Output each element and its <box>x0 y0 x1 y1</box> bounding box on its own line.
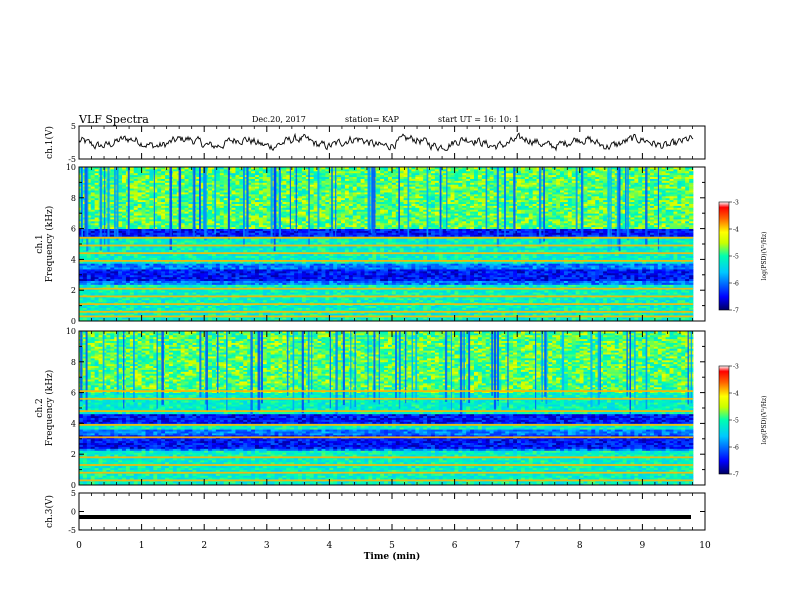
colorbar-tick-label: -7 <box>733 308 739 315</box>
ch1-spectrogram-colorbar <box>718 201 730 311</box>
colorbar-tick-label: -5 <box>733 418 739 425</box>
ch3-waveform-ylabel: ch.3(V) <box>44 495 55 528</box>
colorbar-tick-label: -4 <box>733 391 739 398</box>
colorbar-tick-label: -6 <box>733 281 739 288</box>
colorbar-tick-label: -3 <box>733 200 739 207</box>
colorbar-tick-label: -3 <box>733 364 739 371</box>
figure-title: VLF Spectra <box>79 113 149 126</box>
ch1-waveform-trace <box>78 132 694 152</box>
y-tick-label: 4 <box>71 419 76 428</box>
y-tick-label: 0 <box>71 317 76 326</box>
y-tick-label: 0 <box>71 481 76 490</box>
colorbar-tick-label: -6 <box>733 445 739 452</box>
y-tick-label: 2 <box>71 286 76 295</box>
ch2-spectrogram-colorbar-label: log(PSD)(V²/Hz) <box>761 396 768 445</box>
x-tick-label: 10 <box>699 541 711 551</box>
ch1-spectrogram-ylabel: ch.1Frequency (kHz) <box>35 206 55 283</box>
y-tick-label: 2 <box>71 450 76 459</box>
x-tick-label: 6 <box>452 541 458 551</box>
start-time-label: start UT = 16: 10: 1 <box>438 115 519 124</box>
y-tick-label: 5 <box>71 122 76 131</box>
y-tick-label: 6 <box>71 389 76 398</box>
date-label: Dec.20, 2017 <box>252 115 306 124</box>
ch1-spectrogram-colorbar-label: log(PSD)(V²/Hz) <box>761 232 768 281</box>
y-tick-label: 10 <box>66 163 76 172</box>
x-tick-label: 0 <box>76 541 82 551</box>
ch2-spectrogram-image <box>79 331 694 486</box>
y-tick-label: 5 <box>71 489 76 498</box>
y-tick-label: 0 <box>71 508 76 517</box>
x-tick-label: 9 <box>640 541 646 551</box>
ch1-waveform-ylabel: ch.1(V) <box>44 126 55 159</box>
x-axis-label: Time (min) <box>364 551 421 562</box>
x-tick-label: 2 <box>201 541 207 551</box>
y-tick-label: 8 <box>71 194 76 203</box>
x-tick-label: 7 <box>514 541 520 551</box>
y-tick-label: 10 <box>66 327 76 336</box>
ch2-spectrogram-ylabel: ch.2Frequency (kHz) <box>35 370 55 447</box>
x-tick-label: 1 <box>139 541 145 551</box>
x-tick-label: 5 <box>389 541 395 551</box>
colorbar-tick-label: -4 <box>733 227 739 234</box>
y-tick-label: 6 <box>71 225 76 234</box>
colorbar-tick-label: -5 <box>733 254 739 261</box>
y-tick-label: 8 <box>71 358 76 367</box>
y-tick-label: -5 <box>68 526 76 535</box>
y-tick-label: -5 <box>68 155 76 164</box>
x-tick-label: 8 <box>577 541 583 551</box>
station-label: station= KAP <box>345 115 399 124</box>
x-tick-label: 3 <box>264 541 270 551</box>
ch1-spectrogram-image <box>79 167 694 322</box>
y-tick-label: 4 <box>71 255 76 264</box>
ch2-spectrogram-colorbar <box>718 365 730 475</box>
colorbar-tick-label: -7 <box>733 472 739 479</box>
x-tick-label: 4 <box>327 541 333 551</box>
